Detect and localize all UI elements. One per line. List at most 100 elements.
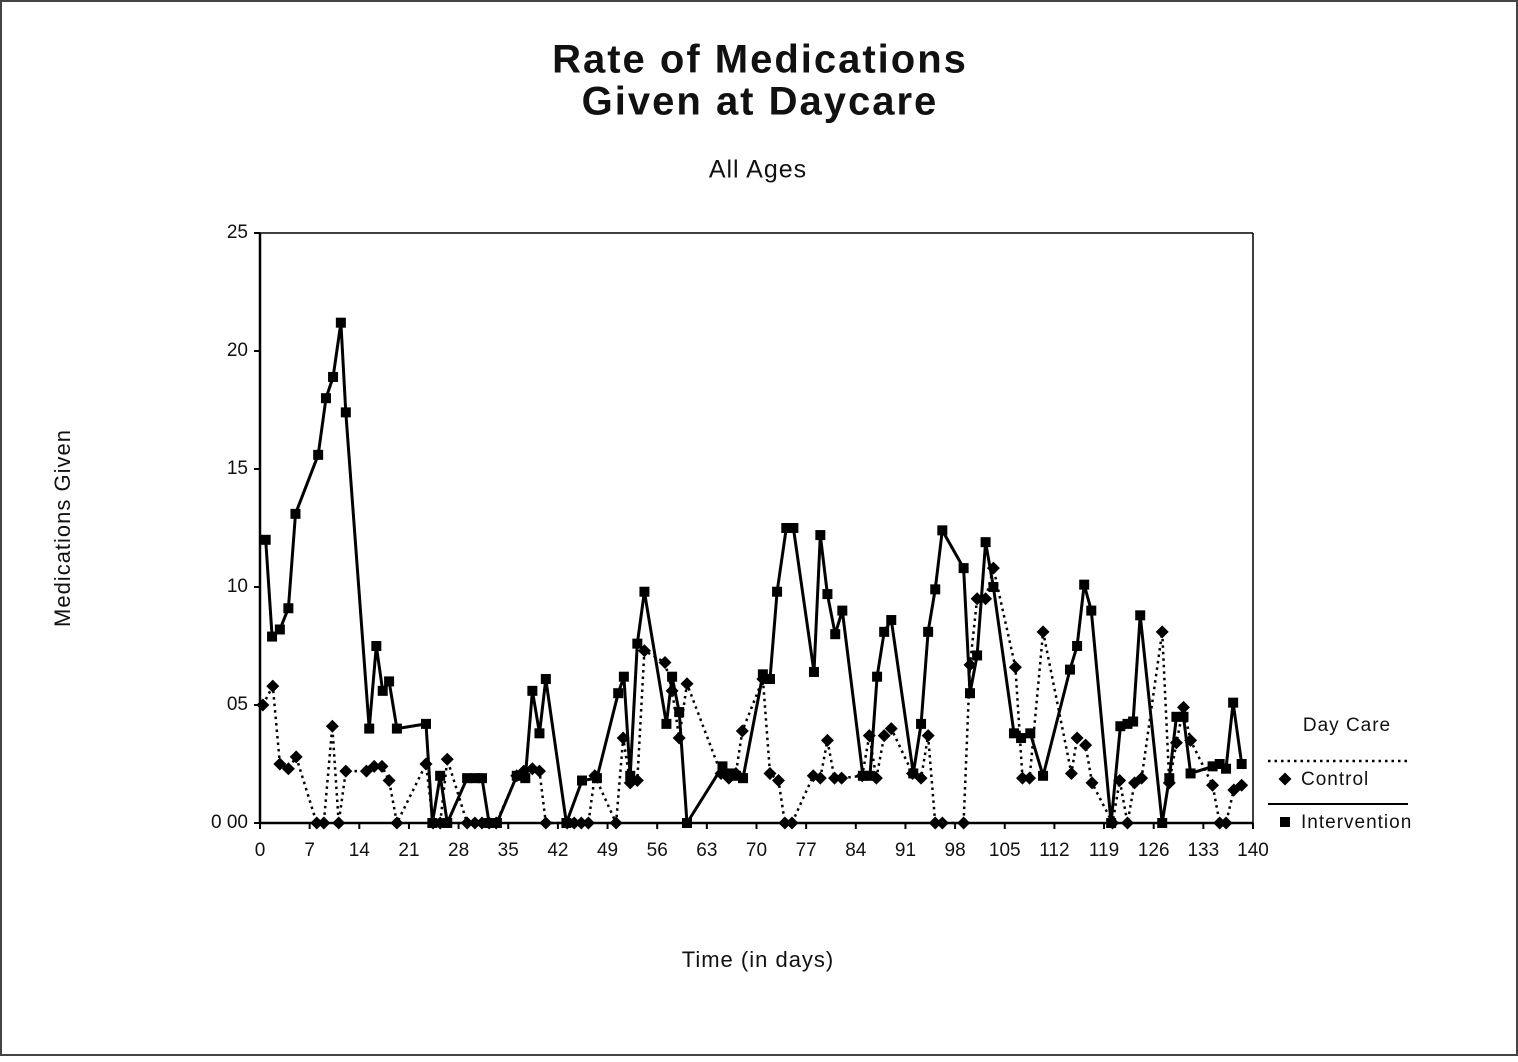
square-marker: [561, 818, 572, 828]
square-marker: [283, 603, 294, 614]
square-marker: [462, 773, 473, 784]
series-line: [264, 321, 1244, 825]
square-marker: [290, 508, 301, 519]
diamond-marker: [1036, 625, 1050, 639]
y-tick-label: 0 00: [211, 812, 248, 833]
x-tick-label: 7: [304, 840, 315, 861]
square-marker: [930, 584, 941, 595]
square-marker: [1157, 818, 1168, 828]
square-marker: [815, 530, 826, 541]
square-marker: [916, 718, 927, 729]
square-marker: [908, 768, 919, 779]
diamond-marker: [382, 774, 396, 788]
square-marker: [980, 537, 991, 548]
square-marker: [435, 770, 446, 781]
square-marker: [613, 688, 624, 699]
diamond-marker: [1235, 778, 1249, 792]
square-marker: [625, 770, 636, 781]
diamond-marker: [460, 816, 474, 830]
square-marker: [725, 768, 736, 779]
square-marker: [857, 770, 868, 781]
diamond-marker: [828, 771, 842, 785]
square-marker: [1106, 818, 1117, 828]
diamond-marker: [440, 752, 454, 766]
square-marker: [267, 631, 278, 642]
square-marker: [591, 773, 602, 784]
y-tick-label: 10: [227, 576, 248, 597]
y-tick-label: 05: [227, 694, 248, 715]
x-tick-label: 56: [647, 840, 668, 861]
square-marker: [937, 525, 948, 536]
square-marker: [1207, 761, 1218, 772]
x-tick-label: 133: [1187, 840, 1219, 861]
diamond-marker: [332, 816, 346, 830]
square-marker: [1008, 728, 1019, 739]
legend: Day Care Control Intervention: [1268, 715, 1411, 833]
square-marker: [511, 770, 522, 781]
diamond-marker: [310, 816, 324, 830]
diamond-marker: [778, 816, 792, 830]
square-marker: [274, 624, 285, 635]
x-tick-label: 49: [597, 840, 618, 861]
x-tick-label: 0: [255, 840, 266, 861]
square-marker: [1280, 817, 1290, 827]
square-marker: [972, 650, 983, 661]
diamond-marker: [835, 771, 849, 785]
x-tick-label: 91: [895, 840, 916, 861]
square-marker: [639, 586, 650, 597]
diamond-marker: [1064, 766, 1078, 780]
square-marker: [371, 641, 382, 651]
square-marker: [1221, 763, 1232, 774]
square-marker: [988, 582, 999, 592]
diamond-marker: [763, 766, 777, 780]
legend-title: Day Care: [1303, 715, 1391, 736]
square-marker: [427, 818, 438, 828]
square-marker: [661, 718, 672, 729]
square-marker: [1038, 770, 1049, 781]
diamond-marker: [289, 750, 303, 764]
y-tick-label: 25: [227, 222, 248, 243]
diamond-marker: [1135, 771, 1149, 785]
square-marker: [681, 818, 692, 828]
diamond-marker: [820, 733, 834, 747]
diamond-marker: [468, 816, 482, 830]
square-marker: [534, 728, 545, 739]
x-tick-label: 84: [845, 840, 867, 861]
square-marker: [886, 615, 897, 626]
square-marker: [377, 685, 388, 696]
square-marker: [340, 407, 351, 418]
diamond-marker: [532, 764, 546, 778]
square-marker: [1079, 579, 1090, 590]
square-marker: [484, 818, 495, 828]
square-marker: [442, 818, 453, 828]
diamond-marker: [1079, 738, 1093, 752]
diamond-marker: [419, 757, 433, 771]
diamond-marker: [375, 759, 389, 773]
x-tick-label: 42: [547, 840, 568, 861]
chart-subtitle: All Ages: [709, 156, 807, 184]
square-marker: [1128, 716, 1139, 727]
square-marker: [313, 449, 324, 460]
diamond-marker: [273, 757, 287, 771]
diamond-marker: [1219, 816, 1233, 830]
diamond-marker: [281, 762, 295, 776]
x-tick-label: 28: [448, 840, 469, 861]
square-marker: [1171, 711, 1182, 722]
diamond-marker: [609, 816, 623, 830]
diamond-marker: [1278, 772, 1292, 786]
square-marker: [335, 317, 346, 328]
diamond-marker: [367, 759, 381, 773]
square-marker: [667, 671, 678, 682]
diamond-marker: [935, 816, 949, 830]
square-marker: [1236, 759, 1247, 769]
y-tick-label: 20: [227, 340, 248, 361]
diamond-marker: [771, 774, 785, 788]
square-marker: [577, 775, 588, 786]
x-tick-label: 112: [1039, 840, 1069, 861]
square-marker: [879, 626, 890, 637]
y-axis-label: Medications Given: [50, 429, 75, 627]
square-marker: [1025, 728, 1036, 739]
square-marker: [923, 626, 934, 637]
diamond-marker: [921, 729, 935, 743]
square-marker: [788, 523, 799, 533]
